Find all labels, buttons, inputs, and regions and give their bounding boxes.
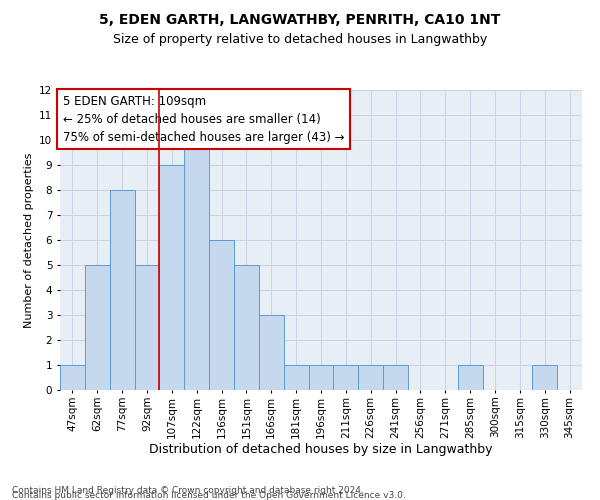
Bar (358, 365, 383, 390)
Bar (184, 140, 209, 390)
Text: Contains public sector information licensed under the Open Government Licence v3: Contains public sector information licen… (12, 490, 406, 500)
Bar (532, 365, 557, 390)
Bar (234, 265, 259, 390)
Text: Contains HM Land Registry data © Crown copyright and database right 2024.: Contains HM Land Registry data © Crown c… (12, 486, 364, 495)
Bar (308, 365, 334, 390)
Bar (110, 190, 134, 390)
Bar (458, 365, 482, 390)
Text: 5, EDEN GARTH, LANGWATHBY, PENRITH, CA10 1NT: 5, EDEN GARTH, LANGWATHBY, PENRITH, CA10… (100, 12, 500, 26)
Bar (134, 265, 160, 390)
Bar (85, 265, 110, 390)
Bar (284, 365, 308, 390)
Bar (259, 315, 284, 390)
Bar (383, 365, 408, 390)
X-axis label: Distribution of detached houses by size in Langwathby: Distribution of detached houses by size … (149, 443, 493, 456)
Bar (209, 240, 234, 390)
Text: Size of property relative to detached houses in Langwathby: Size of property relative to detached ho… (113, 32, 487, 46)
Bar (60, 365, 85, 390)
Text: 5 EDEN GARTH: 109sqm
← 25% of detached houses are smaller (14)
75% of semi-detac: 5 EDEN GARTH: 109sqm ← 25% of detached h… (62, 94, 344, 144)
Y-axis label: Number of detached properties: Number of detached properties (23, 152, 34, 328)
Bar (334, 365, 358, 390)
Bar (160, 165, 184, 390)
